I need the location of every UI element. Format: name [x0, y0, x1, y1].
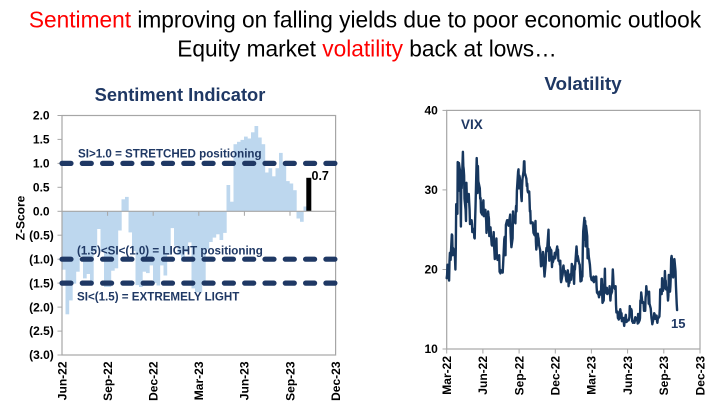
svg-text:Sep-22: Sep-22	[512, 356, 526, 396]
svg-text:0.5: 0.5	[33, 181, 50, 195]
svg-text:Sep-23: Sep-23	[283, 361, 297, 401]
svg-text:15: 15	[671, 316, 685, 331]
svg-text:Mar-22: Mar-22	[440, 356, 454, 395]
svg-text:1.0: 1.0	[33, 157, 50, 171]
svg-text:Mar-23: Mar-23	[585, 356, 599, 395]
svg-text:(3.0): (3.0)	[29, 348, 54, 362]
svg-text:(1.0): (1.0)	[29, 252, 54, 266]
svg-text:0.7: 0.7	[312, 169, 329, 183]
svg-text:Jun-22: Jun-22	[476, 356, 490, 395]
svg-text:Jun-23: Jun-23	[621, 356, 635, 395]
svg-text:Sentiment improving on falling: Sentiment improving on falling yields du…	[29, 7, 702, 33]
svg-text:Equity market volatility back: Equity market volatility back at lows…	[177, 36, 557, 62]
svg-text:10: 10	[424, 342, 438, 356]
svg-text:SI<(1.5) = EXTREMELY LIGHT: SI<(1.5) = EXTREMELY LIGHT	[77, 291, 239, 304]
svg-text:Volatility: Volatility	[544, 74, 622, 95]
svg-text:2.0: 2.0	[33, 109, 50, 123]
svg-text:40: 40	[424, 104, 438, 118]
svg-text:Dec-22: Dec-22	[147, 361, 161, 401]
svg-text:VIX: VIX	[461, 117, 483, 132]
svg-text:Jun-22: Jun-22	[55, 361, 69, 400]
svg-text:Mar-23: Mar-23	[192, 361, 206, 400]
svg-text:(0.5): (0.5)	[29, 228, 54, 242]
svg-text:Jun-23: Jun-23	[238, 361, 252, 400]
svg-text:30: 30	[424, 183, 438, 197]
svg-text:Sep-22: Sep-22	[101, 361, 115, 401]
svg-text:1.5: 1.5	[33, 133, 50, 147]
svg-text:(2.0): (2.0)	[29, 300, 54, 314]
svg-text:(1.5)<SI<(1.0) = LIGHT positio: (1.5)<SI<(1.0) = LIGHT positioning	[77, 245, 263, 258]
svg-text:(1.5): (1.5)	[29, 276, 54, 290]
svg-text:SI>1.0 = STRETCHED positioning: SI>1.0 = STRETCHED positioning	[78, 148, 262, 161]
svg-text:Dec-23: Dec-23	[329, 361, 343, 401]
svg-text:Z-Score: Z-Score	[14, 195, 28, 240]
svg-text:20: 20	[424, 263, 438, 277]
svg-text:Dec-22: Dec-22	[549, 356, 563, 396]
svg-text:0.0: 0.0	[33, 205, 50, 219]
svg-text:Sentiment Indicator: Sentiment Indicator	[95, 84, 266, 105]
svg-text:Dec-23: Dec-23	[693, 356, 707, 396]
svg-text:Sep-23: Sep-23	[657, 356, 671, 396]
svg-text:(2.5): (2.5)	[29, 324, 54, 338]
